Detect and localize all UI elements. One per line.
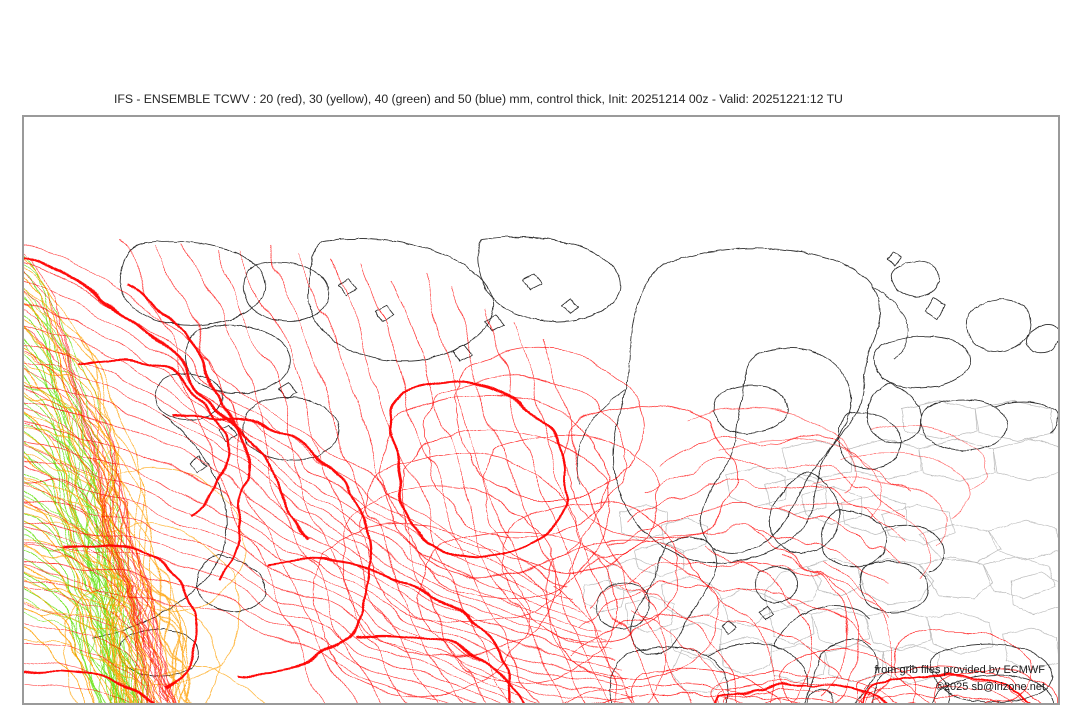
contour-series-30mm-yellow	[23, 260, 265, 704]
map-panel[interactable]: from grib files provided by ECMWF ©2025 …	[22, 115, 1060, 705]
map-svg	[23, 116, 1059, 704]
map-frame	[23, 116, 1059, 704]
page-title: IFS - ENSEMBLE TCWV : 20 (red), 30 (yell…	[114, 92, 843, 106]
country-borders-layer	[583, 400, 1059, 693]
credit-source: from grib files provided by ECMWF	[874, 664, 1045, 676]
contour-series-20mm-red	[23, 243, 1057, 704]
map-background	[23, 116, 1059, 704]
credit-copyright: ©2025 sb@irizone.net	[935, 681, 1045, 693]
